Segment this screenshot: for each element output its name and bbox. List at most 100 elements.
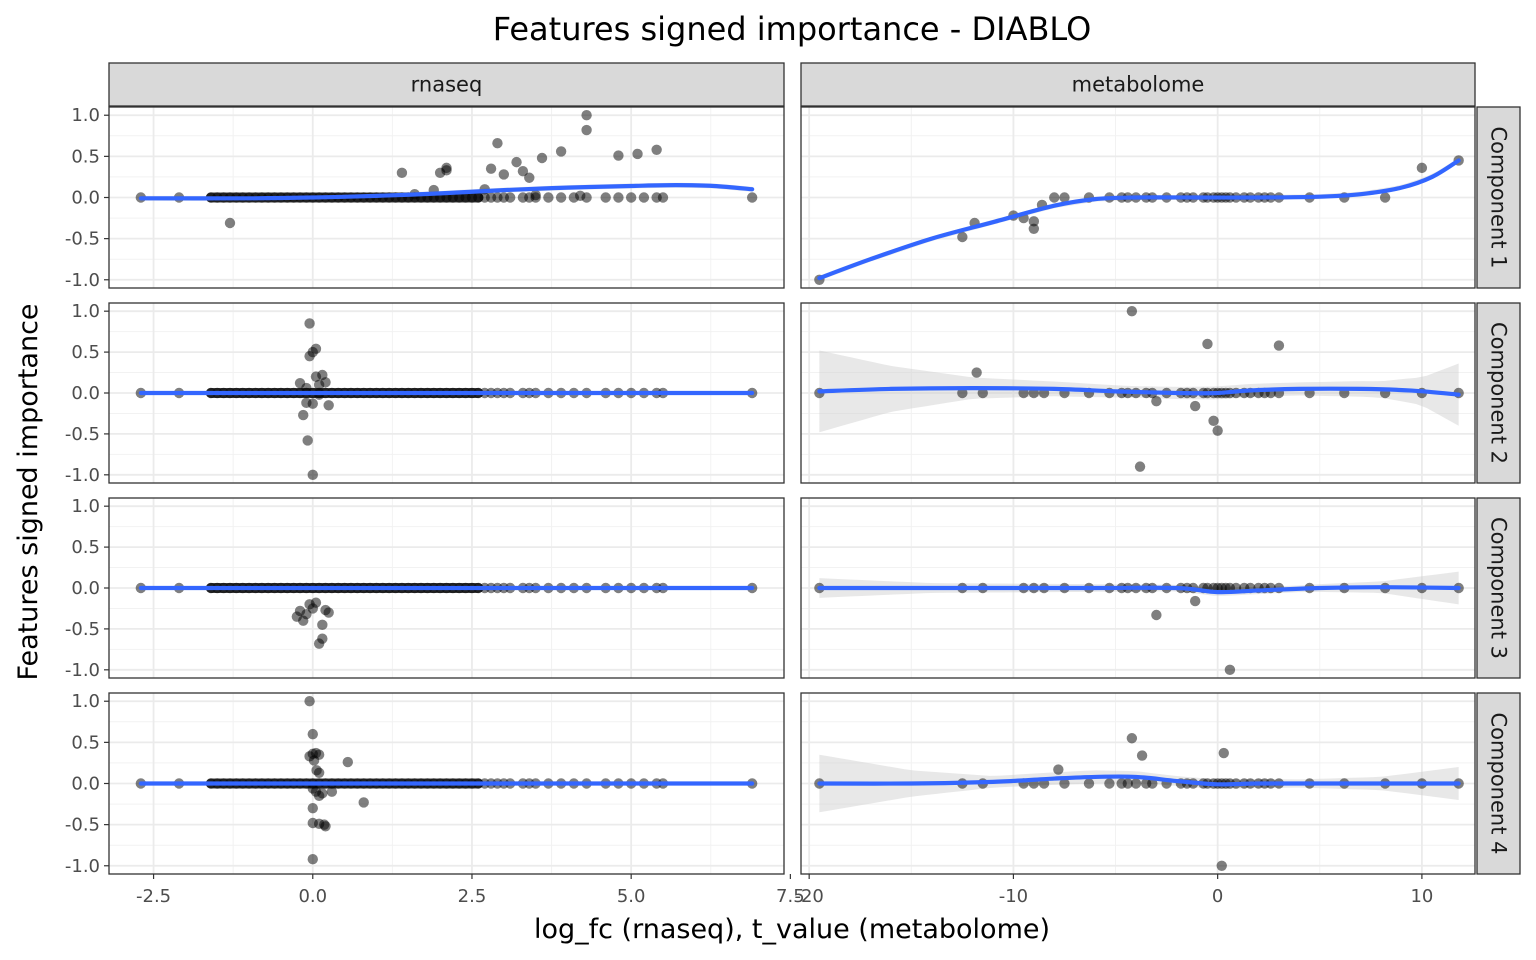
panel-metabolome-component-4: [800, 692, 1476, 875]
data-point: [651, 144, 662, 155]
data-point: [307, 728, 318, 740]
data-point: [298, 409, 309, 421]
y-tick-label: -1.0: [65, 856, 100, 877]
data-point: [555, 146, 567, 157]
x-tick-label: -10: [999, 886, 1028, 907]
panel-border: [800, 497, 1476, 679]
data-point: [1028, 216, 1040, 227]
data-point: [307, 853, 318, 865]
data-point: [613, 192, 624, 203]
strip-rnaseq: [108, 62, 785, 107]
data-point: [957, 231, 968, 243]
y-tick-label: 0.5: [71, 537, 100, 558]
data-point: [304, 318, 315, 329]
y-tick-label: -1.0: [65, 660, 100, 681]
y-tick-label: 0.5: [71, 342, 100, 363]
data-point: [530, 189, 541, 201]
data-point: [746, 192, 758, 203]
data-point: [536, 152, 548, 164]
panel-border: [108, 692, 785, 875]
y-tick-label: 0.5: [71, 146, 100, 167]
panel-rnaseq-component-4: [108, 692, 785, 875]
smooth-line: [817, 774, 1461, 787]
x-tick-label: -2.5: [136, 886, 171, 907]
data-point: [342, 756, 353, 768]
strip-component-3: [1476, 497, 1521, 679]
panel-rnaseq-component-2: [108, 302, 785, 484]
x-tick-label: 2.5: [458, 886, 487, 907]
strip-component-2: [1476, 302, 1521, 484]
data-point: [1151, 609, 1162, 621]
data-point: [575, 190, 586, 202]
data-point: [504, 192, 516, 203]
strip-component-1: [1476, 106, 1521, 289]
chart-title: Features signed importance - DIABLO: [493, 10, 1092, 48]
panel-metabolome-component-3: [800, 497, 1476, 679]
data-point: [323, 607, 334, 618]
data-point: [625, 192, 637, 203]
data-point: [977, 387, 988, 399]
y-tick-label: 0.5: [71, 732, 100, 753]
data-point: [307, 398, 318, 409]
data-point: [657, 192, 669, 203]
data-point: [498, 169, 510, 180]
data-point: [543, 192, 554, 203]
panel-metabolome-component-2: [800, 302, 1476, 484]
facet-grid: rnaseq metabolome Component 1 Component 2 Co…: [65, 62, 1521, 907]
y-tick-label: -0.5: [65, 424, 100, 445]
data-point: [1126, 733, 1138, 744]
data-point: [1134, 461, 1146, 472]
smooth-line: [817, 385, 1461, 397]
data-point: [308, 755, 320, 766]
smooth-line: [817, 158, 1461, 281]
data-point: [326, 786, 338, 797]
strip-label-component-4: Component 4: [1487, 713, 1511, 855]
x-tick-label: -20: [794, 886, 823, 907]
strip-component-4: [1476, 692, 1521, 875]
data-point: [517, 165, 529, 177]
smooth-line: [817, 585, 1461, 595]
data-point: [957, 387, 968, 399]
data-point: [1218, 747, 1229, 759]
data-point: [1049, 192, 1060, 203]
y-tick-label: 1.0: [71, 496, 100, 517]
data-point: [1059, 192, 1070, 203]
data-point: [441, 162, 452, 174]
y-tick-label: 0.0: [71, 383, 100, 404]
data-point: [323, 400, 334, 411]
data-point: [1208, 415, 1219, 427]
y-tick-label: 1.0: [71, 691, 100, 712]
panel-rnaseq-component-3: [108, 497, 785, 679]
data-point: [1416, 162, 1428, 174]
data-point: [307, 469, 318, 481]
strip-metabolome: [800, 62, 1476, 107]
data-point: [317, 633, 328, 644]
panel-border: [800, 106, 1476, 289]
panel-border: [108, 106, 785, 289]
strip-label-component-2: Component 2: [1487, 322, 1511, 464]
x-tick-label: 0.0: [298, 886, 327, 907]
panel-border: [800, 302, 1476, 484]
data-point: [1216, 860, 1227, 871]
data-point: [307, 802, 318, 814]
data-point: [638, 192, 650, 203]
data-point: [320, 377, 331, 388]
data-point: [632, 148, 643, 160]
data-point: [396, 167, 408, 179]
y-axis-title: Features signed importance: [13, 303, 44, 680]
data-point: [1273, 340, 1285, 351]
y-tick-label: -1.0: [65, 270, 100, 291]
data-point: [317, 788, 328, 799]
data-point: [581, 110, 592, 121]
data-point: [1122, 778, 1133, 789]
data-point: [313, 767, 325, 779]
data-point: [1053, 764, 1064, 775]
data-point: [1136, 750, 1148, 761]
y-tick-label: 0.0: [71, 188, 100, 209]
y-tick-label: -0.5: [65, 619, 100, 640]
data-point: [555, 192, 567, 203]
data-point: [581, 124, 592, 136]
data-point: [1028, 223, 1040, 234]
y-tick-label: 0.0: [71, 774, 100, 795]
data-point: [524, 172, 535, 183]
